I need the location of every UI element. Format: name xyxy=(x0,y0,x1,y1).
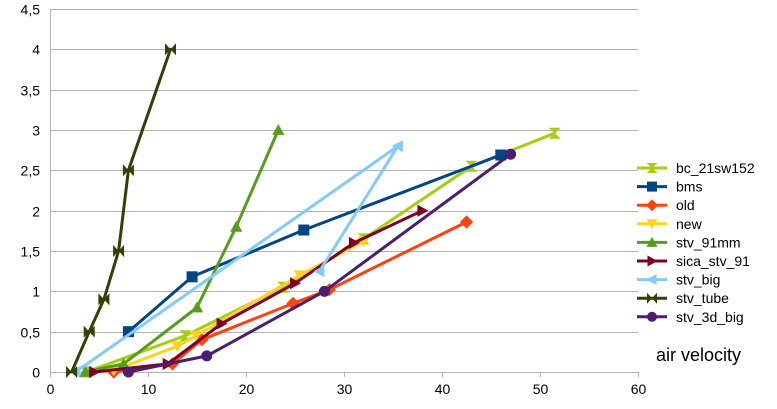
series-line xyxy=(126,153,503,334)
data-point xyxy=(122,326,134,338)
legend-marker xyxy=(646,219,658,230)
y-tick-label: 2 xyxy=(32,204,40,220)
legend-label: sica_stv_91 xyxy=(676,253,750,269)
legend-marker xyxy=(646,163,658,173)
legend-label: bc_21sw152 xyxy=(676,160,755,176)
data-point xyxy=(201,350,213,362)
legend-label: stv_91mm xyxy=(676,234,741,250)
data-point xyxy=(391,140,403,153)
air-velocity-annotation: air velocity xyxy=(656,345,741,365)
data-point xyxy=(272,124,285,135)
series-line xyxy=(126,152,513,374)
data-point xyxy=(465,160,478,172)
y-tick-label: 4,5 xyxy=(21,2,41,18)
x-tick-label: 40 xyxy=(435,381,451,397)
legend-item: bc_21sw152 xyxy=(637,160,755,176)
y-tick-label: 0 xyxy=(32,365,40,381)
data-point xyxy=(98,293,110,306)
x-tick-label: 10 xyxy=(141,381,157,397)
chart-axes: 0 0,5 1 1,5 2 2,5 3 3,5 4 4,5 0 10 20 30 40 50 60 xyxy=(21,2,647,398)
data-point xyxy=(459,215,474,229)
y-tick-label: 3 xyxy=(32,123,40,139)
legend-marker xyxy=(647,311,657,322)
series-old xyxy=(107,215,474,379)
y-tick-label: 4 xyxy=(32,42,40,58)
data-point xyxy=(83,325,95,338)
series-bms xyxy=(122,149,507,338)
x-tick-label: 30 xyxy=(337,381,353,397)
legend-marker xyxy=(646,199,658,212)
x-tick-label: 20 xyxy=(239,381,255,397)
series-line xyxy=(84,131,557,374)
legend-label: old xyxy=(676,197,695,213)
data-point xyxy=(298,224,310,236)
data-point xyxy=(66,365,78,379)
legend-label: stv_3d_big xyxy=(676,309,744,325)
data-point xyxy=(117,357,130,369)
data-point xyxy=(89,365,101,379)
data-point xyxy=(79,365,92,377)
x-tick-label: 0 xyxy=(47,381,55,397)
data-point xyxy=(186,271,198,283)
data-point xyxy=(495,149,507,161)
legend-label: stv_big xyxy=(676,272,720,288)
x-tick-label: 60 xyxy=(631,381,647,397)
y-tick-label: 2,5 xyxy=(21,163,41,179)
data-point xyxy=(505,148,517,160)
chart-grid xyxy=(50,9,638,373)
legend-item: new xyxy=(637,216,703,232)
data-point xyxy=(293,270,306,282)
data-point xyxy=(122,366,134,378)
x-tick-label: 50 xyxy=(533,381,549,397)
data-point xyxy=(230,220,243,232)
chart-series xyxy=(66,43,561,379)
data-point xyxy=(122,164,134,177)
legend-label: new xyxy=(676,216,703,232)
y-tick-label: 3,5 xyxy=(21,83,41,99)
data-point xyxy=(290,277,302,290)
legend-marker xyxy=(647,181,657,192)
y-tick-label: 0,5 xyxy=(21,325,41,341)
legend-item: old xyxy=(637,197,695,213)
legend-label: bms xyxy=(676,179,702,195)
data-point xyxy=(216,317,228,330)
data-point xyxy=(190,301,204,313)
y-tick-label: 1 xyxy=(32,284,40,300)
data-point xyxy=(417,204,429,217)
series-line xyxy=(70,47,172,374)
series-stv_big xyxy=(69,140,403,379)
legend-item: stv_big xyxy=(637,272,720,288)
legend-item: bms xyxy=(637,179,702,195)
data-point xyxy=(348,236,360,249)
series-stv_91mm xyxy=(79,124,285,377)
legend-marker xyxy=(647,255,658,267)
series-stv_tube xyxy=(66,43,176,379)
y-tick-label: 1,5 xyxy=(21,244,41,260)
data-point xyxy=(171,341,184,353)
series-stv_3d_big xyxy=(122,148,517,378)
data-point xyxy=(190,330,203,342)
data-point xyxy=(548,127,561,139)
data-point xyxy=(165,43,176,56)
legend-item: stv_tube xyxy=(637,290,729,306)
legend-marker xyxy=(646,236,658,247)
legend-marker xyxy=(647,292,657,304)
legend-item: sica_stv_91 xyxy=(637,253,750,269)
data-point xyxy=(313,265,325,278)
legend-item: stv_91mm xyxy=(637,234,741,250)
data-point xyxy=(318,285,330,297)
data-point xyxy=(113,244,125,258)
legend-item: stv_3d_big xyxy=(637,309,744,325)
legend-marker xyxy=(646,274,657,286)
legend-label: stv_tube xyxy=(676,290,729,306)
